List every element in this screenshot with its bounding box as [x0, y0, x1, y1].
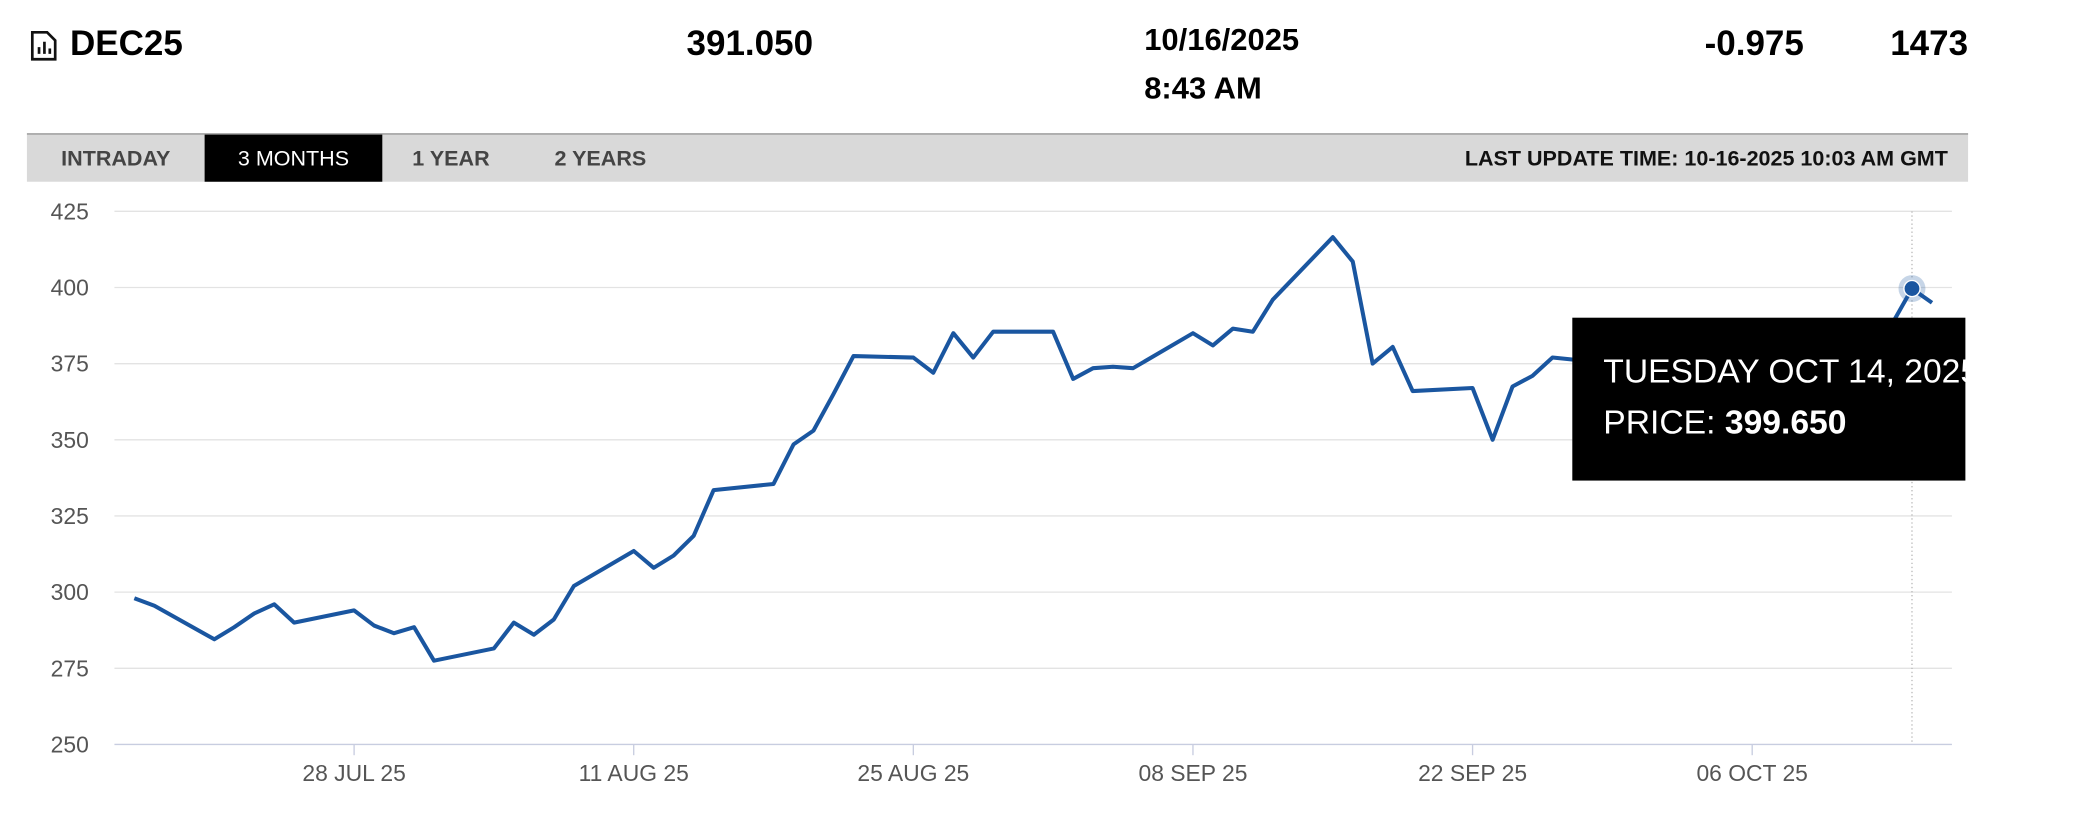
y-tick-label: 350	[51, 427, 89, 453]
x-tick-label: 11 AUG 25	[579, 760, 689, 786]
last-price: 391.050	[687, 24, 814, 63]
y-tick-label: 375	[51, 351, 89, 377]
tab-active-bg	[204, 134, 383, 182]
y-tick-label: 300	[51, 579, 89, 605]
tooltip-label: PRICE:	[1603, 404, 1715, 441]
quote-date: 10/16/2025	[1144, 22, 1299, 57]
x-tick-label: 08 SEP 25	[1138, 760, 1247, 786]
tooltip-price: PRICE: 399.650	[1603, 404, 1846, 441]
symbol-icon	[30, 30, 57, 61]
change: -0.975	[1705, 24, 1804, 63]
x-tick-label: 25 AUG 25	[857, 760, 969, 786]
tooltip-date: TUESDAY OCT 14, 2025	[1603, 353, 1979, 390]
y-tick-label: 250	[51, 732, 89, 758]
tab[interactable]: 2 YEARS	[555, 147, 647, 171]
x-tick-label: 22 SEP 25	[1418, 760, 1527, 786]
tooltip-value: 399.650	[1725, 404, 1847, 441]
volume: 1473	[1890, 24, 1968, 63]
symbol: DEC25	[70, 24, 183, 63]
y-tick-label: 400	[51, 275, 89, 301]
hover-point	[1903, 279, 1921, 298]
tab[interactable]: 1 YEAR	[412, 147, 490, 171]
y-tick-label: 275	[51, 655, 89, 681]
y-tick-label: 325	[51, 503, 89, 529]
x-tick-label: 28 JUL 25	[302, 760, 405, 786]
y-tick-label: 425	[51, 198, 89, 224]
tab[interactable]: 3 MONTHS	[238, 147, 349, 171]
x-tick-label: 06 OCT 25	[1696, 760, 1807, 786]
tab[interactable]: INTRADAY	[61, 147, 170, 171]
tooltip-box	[1572, 317, 1966, 481]
quote-time: 8:43 AM	[1144, 70, 1262, 105]
last-update: LAST UPDATE TIME: 10-16-2025 10:03 AM GM…	[1465, 147, 1948, 171]
